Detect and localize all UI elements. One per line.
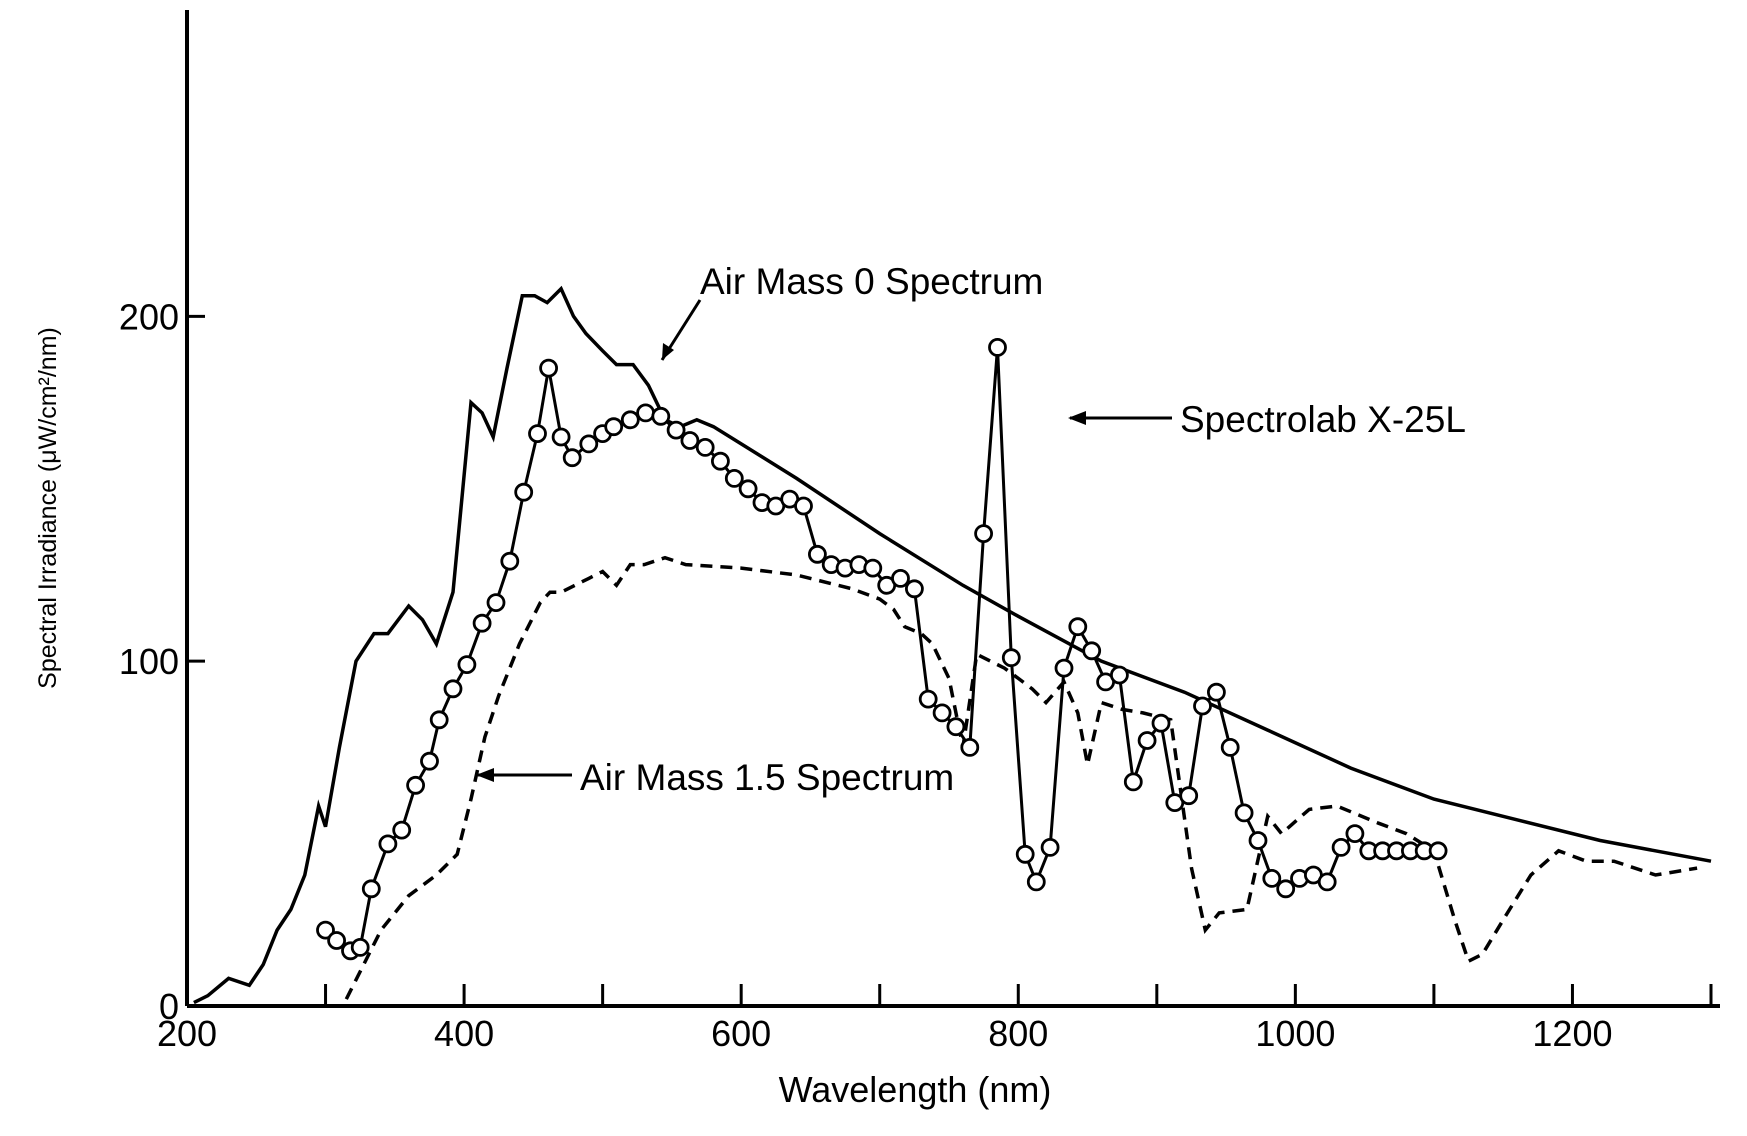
x-tick-label: 800 (988, 1013, 1048, 1054)
data-point-marker (946, 717, 966, 737)
data-point-marker (918, 689, 938, 709)
data-point-marker (960, 738, 980, 757)
data-point-marker (1193, 696, 1212, 716)
data-point-marker (1015, 844, 1035, 864)
annotation-am0-arrowhead (662, 343, 674, 360)
annotations: Air Mass 0 Spectrum Spectrolab X-25L Air… (476, 261, 1466, 798)
data-point-marker (1428, 841, 1448, 861)
data-point-marker (457, 655, 477, 674)
data-point-marker (528, 424, 547, 444)
data-point-marker (1040, 838, 1060, 857)
data-point-marker (1179, 786, 1199, 806)
data-point-marker (392, 820, 412, 840)
data-point-marker (429, 710, 449, 730)
data-point-marker (905, 579, 924, 599)
data-point-marker (1054, 658, 1074, 678)
data-point-marker (1248, 831, 1268, 850)
data-point-marker (1276, 879, 1296, 899)
data-point-marker (1110, 665, 1129, 685)
data-point-marker (651, 406, 671, 426)
data-point-marker (443, 679, 463, 699)
data-point-marker (604, 417, 624, 437)
axes (185, 10, 1720, 1008)
annotation-am0: Air Mass 0 Spectrum (700, 261, 1043, 302)
data-point-marker (738, 479, 758, 499)
x-tick-label: 400 (434, 1013, 494, 1054)
data-point-marker (1345, 824, 1365, 843)
data-point-marker (1137, 731, 1157, 750)
data-point-marker (1262, 869, 1282, 888)
data-point-marker (1317, 872, 1337, 892)
data-point-marker (420, 751, 439, 771)
annotation-am15: Air Mass 1.5 Spectrum (580, 757, 954, 798)
data-point-marker (724, 468, 744, 488)
data-point-marker (1123, 772, 1143, 792)
y-axis-title: Spectral Irradiance (μW/cm²/nm) (34, 327, 62, 689)
data-point-marker (1151, 713, 1171, 733)
data-point-marker (486, 593, 506, 612)
annotation-x25-arrowhead (1068, 411, 1086, 425)
plot-area (193, 285, 1712, 1005)
x-tick-label: 200 (157, 1013, 217, 1054)
data-point-marker (551, 427, 571, 447)
x-tick-label: 1000 (1255, 1013, 1335, 1054)
data-point-marker (378, 834, 398, 854)
data-point-marker (350, 938, 370, 957)
data-point-marker (1331, 838, 1351, 857)
data-point-marker (562, 448, 582, 468)
series-line-am0 (193, 285, 1712, 1005)
data-point-marker (1026, 872, 1046, 892)
data-point-marker (891, 569, 910, 588)
data-point-marker (539, 358, 558, 378)
y-tick-label: 200 (119, 296, 179, 337)
data-point-marker (579, 434, 599, 454)
data-point-marker (1220, 738, 1240, 757)
data-point-marker (988, 337, 1007, 357)
data-point-marker (500, 551, 520, 571)
ticks: 200 400 600 800 1000 1200 0 100 200 (119, 296, 1713, 1054)
axis-labels: Wavelength (nm) Spectral Irradiance (μW/… (34, 327, 1051, 1110)
data-point-marker (666, 420, 686, 440)
data-point-marker (932, 703, 952, 723)
data-point-marker (680, 431, 700, 450)
data-point-marker (711, 451, 730, 471)
annotation-am15-arrowhead (476, 768, 494, 782)
y-tick-label: 100 (119, 641, 179, 682)
data-point-marker (1068, 617, 1088, 637)
annotation-x25: Spectrolab X-25L (1180, 399, 1466, 440)
data-point-marker (636, 403, 655, 423)
data-point-marker (316, 920, 335, 940)
data-point-marker (327, 931, 347, 950)
data-point-marker (794, 496, 813, 516)
data-point-marker (620, 410, 640, 430)
data-point-marker (974, 524, 993, 543)
data-point-marker (1207, 682, 1226, 702)
x-axis-title: Wavelength (nm) (779, 1069, 1052, 1110)
data-point-marker (1234, 803, 1254, 823)
data-point-marker (1082, 641, 1102, 661)
x-tick-label: 1200 (1532, 1013, 1612, 1054)
data-point-marker (695, 437, 715, 457)
series-line-x25 (324, 347, 1439, 953)
y-tick-label: 0 (159, 986, 179, 1027)
data-point-marker (1001, 648, 1021, 668)
data-point-marker (361, 879, 381, 899)
data-point-marker (514, 482, 534, 502)
x-tick-label: 600 (711, 1013, 771, 1054)
data-point-marker (406, 775, 426, 795)
data-point-marker (808, 544, 827, 564)
series-line-am15 (344, 555, 1698, 1000)
data-point-marker (863, 558, 883, 578)
data-point-marker (472, 613, 492, 633)
